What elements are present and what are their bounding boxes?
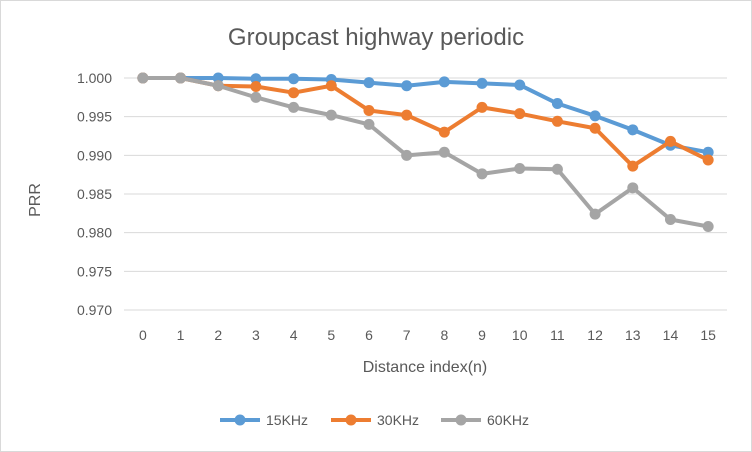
data-point	[514, 162, 526, 174]
x-tick-label: 14	[663, 327, 679, 343]
legend-label: 60KHz	[487, 412, 529, 428]
y-tick-label: 0.985	[77, 186, 112, 202]
x-tick-label: 10	[512, 327, 528, 343]
data-point	[476, 77, 488, 89]
legend-label: 15KHz	[266, 412, 308, 428]
data-point	[363, 104, 375, 116]
data-point	[476, 101, 488, 113]
data-point	[627, 124, 639, 136]
series-line	[140, 76, 711, 155]
y-tick-label: 0.995	[77, 109, 112, 125]
data-point	[702, 146, 714, 158]
gridlines	[124, 77, 727, 311]
legend-label: 30KHz	[377, 412, 419, 428]
data-point	[627, 160, 639, 172]
x-tick-label: 8	[440, 327, 448, 343]
data-point	[589, 122, 601, 134]
data-point	[551, 163, 563, 175]
data-point	[702, 220, 714, 232]
legend-marker	[234, 414, 246, 426]
y-tick-label: 0.975	[77, 263, 112, 279]
series-line	[140, 76, 711, 169]
y-axis-ticks: 0.970 0.975 0.980 0.985 0.990 0.995 1.000	[77, 70, 112, 318]
legend-item: 30KHz	[331, 412, 419, 428]
data-point	[212, 72, 224, 84]
data-point	[514, 79, 526, 91]
data-point	[250, 91, 262, 103]
x-tick-label: 5	[327, 327, 335, 343]
y-axis-label: PRR	[27, 183, 44, 217]
data-point	[288, 73, 300, 85]
data-point	[476, 168, 488, 180]
data-point	[250, 81, 262, 93]
legend-marker	[345, 414, 357, 426]
data-point	[401, 149, 413, 161]
x-tick-label: 4	[290, 327, 298, 343]
data-point	[288, 101, 300, 113]
data-point	[250, 73, 262, 85]
x-tick-label: 13	[625, 327, 641, 343]
data-point	[589, 110, 601, 122]
data-point	[438, 76, 450, 88]
data-point	[438, 126, 450, 138]
legend: 15KHz 30KHz 60KHz	[220, 412, 529, 428]
x-tick-label: 9	[478, 327, 486, 343]
data-point	[175, 72, 187, 84]
y-tick-label: 0.980	[77, 225, 112, 241]
x-tick-label: 15	[700, 327, 716, 343]
legend-item: 60KHz	[441, 412, 529, 428]
data-point	[664, 135, 676, 147]
chart-title: Groupcast highway periodic	[228, 24, 524, 51]
data-point	[401, 109, 413, 121]
data-point	[212, 80, 224, 92]
data-point	[401, 80, 413, 92]
data-point	[363, 118, 375, 130]
x-axis-label: Distance index(n)	[363, 359, 488, 376]
x-tick-label: 6	[365, 327, 373, 343]
data-point	[325, 109, 337, 121]
x-tick-label: 1	[177, 327, 185, 343]
data-point	[589, 208, 601, 220]
x-tick-label: 7	[403, 327, 411, 343]
data-point	[551, 115, 563, 127]
data-point	[288, 87, 300, 99]
x-tick-label: 11	[550, 327, 565, 343]
y-tick-label: 0.970	[77, 302, 112, 318]
data-point	[137, 72, 149, 84]
legend-item: 15KHz	[220, 412, 308, 428]
y-tick-label: 0.990	[77, 147, 112, 163]
series-60KHz	[137, 72, 714, 232]
data-point	[664, 214, 676, 226]
series-line	[140, 76, 711, 229]
x-tick-label: 2	[214, 327, 222, 343]
x-tick-label: 0	[139, 327, 147, 343]
data-point	[551, 98, 563, 110]
x-tick-label: 3	[252, 327, 260, 343]
legend-marker	[455, 414, 467, 426]
data-point	[702, 154, 714, 166]
data-point	[325, 80, 337, 92]
data-point	[514, 108, 526, 120]
y-tick-label: 1.000	[77, 70, 112, 86]
data-point	[438, 146, 450, 158]
data-point	[363, 77, 375, 89]
series-group	[137, 72, 714, 232]
x-tick-label: 12	[587, 327, 603, 343]
x-axis-ticks: 0 1 2 3 4 5 6 7 8 9 10 11 12 13 14 15	[139, 327, 716, 343]
data-point	[627, 182, 639, 194]
